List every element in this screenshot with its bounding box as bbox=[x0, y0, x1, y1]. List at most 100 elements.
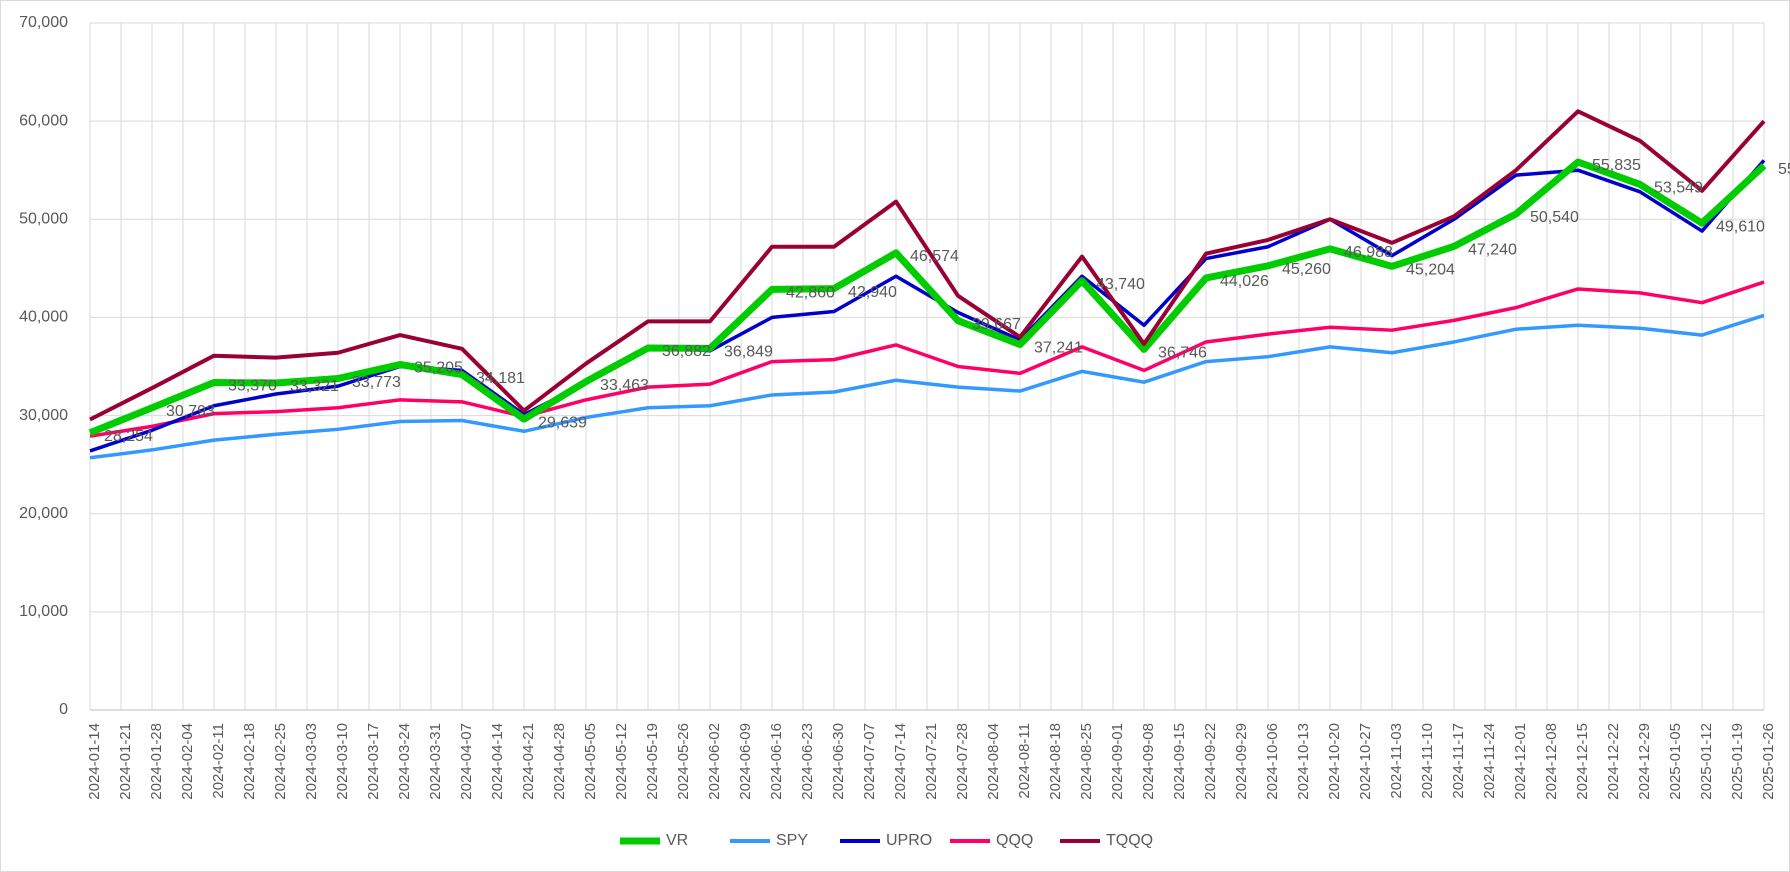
legend-label: SPY bbox=[776, 832, 808, 849]
data-label: 47,240 bbox=[1468, 242, 1517, 259]
x-tick-label: 2025-01-19 bbox=[1729, 723, 1746, 800]
data-label: 46,988 bbox=[1344, 244, 1393, 261]
x-tick-label: 2024-01-28 bbox=[148, 723, 165, 800]
x-tick-label: 2024-06-23 bbox=[799, 723, 816, 800]
x-tick-label: 2024-07-07 bbox=[861, 723, 878, 800]
x-tick-label: 2024-10-06 bbox=[1264, 723, 1281, 800]
x-tick-label: 2024-12-01 bbox=[1512, 723, 1529, 800]
line-series bbox=[89, 109, 1766, 422]
x-tick-label: 2024-03-10 bbox=[334, 723, 351, 800]
data-label: 33,370 bbox=[228, 378, 277, 395]
x-tick-label: 2025-01-05 bbox=[1667, 723, 1684, 800]
data-label: 39,667 bbox=[972, 316, 1021, 333]
x-tick-label: 2024-04-21 bbox=[520, 723, 537, 800]
x-tick-label: 2024-09-29 bbox=[1233, 723, 1250, 800]
x-tick-label: 2024-12-22 bbox=[1605, 723, 1622, 800]
x-tick-label: 2024-10-20 bbox=[1326, 723, 1343, 800]
x-tick-label: 2024-06-02 bbox=[706, 723, 723, 800]
x-tick-label: 2024-12-29 bbox=[1636, 723, 1653, 800]
data-label: 37,241 bbox=[1034, 340, 1083, 357]
legend-label: VR bbox=[666, 832, 688, 849]
x-tick-label: 2024-05-19 bbox=[644, 723, 661, 800]
legend-label: QQQ bbox=[996, 832, 1033, 849]
x-tick-label: 2024-08-04 bbox=[985, 723, 1002, 800]
x-tick-label: 2024-07-21 bbox=[923, 723, 940, 800]
x-tick-label: 2024-01-14 bbox=[86, 723, 103, 800]
x-tick-label: 2024-06-30 bbox=[830, 723, 847, 800]
data-label: 42,940 bbox=[848, 284, 897, 301]
x-tick-label: 2024-04-28 bbox=[551, 723, 568, 800]
line-series bbox=[88, 158, 1767, 436]
data-label: 45,260 bbox=[1282, 261, 1331, 278]
x-tick-label: 2024-05-26 bbox=[675, 723, 692, 800]
data-label: 45,204 bbox=[1406, 262, 1455, 279]
x-tick-label: 2024-02-11 bbox=[210, 723, 227, 799]
x-tick-label: 2025-01-12 bbox=[1698, 723, 1715, 800]
y-tick-label: 10,000 bbox=[19, 603, 68, 620]
y-tick-label: 20,000 bbox=[19, 505, 68, 522]
x-tick-label: 2024-11-24 bbox=[1481, 723, 1498, 799]
data-label: 55,835 bbox=[1592, 157, 1641, 174]
data-label: 33,773 bbox=[352, 374, 401, 391]
x-tick-label: 2024-02-25 bbox=[272, 723, 289, 800]
data-label: 33,321 bbox=[290, 378, 339, 395]
x-tick-label: 2024-03-24 bbox=[396, 723, 413, 800]
x-tick-label: 2024-10-13 bbox=[1295, 723, 1312, 800]
x-tick-label: 2024-02-04 bbox=[179, 723, 196, 800]
y-tick-label: 50,000 bbox=[19, 211, 68, 228]
x-tick-label: 2024-10-27 bbox=[1357, 723, 1374, 800]
y-tick-label: 70,000 bbox=[19, 14, 68, 31]
data-label: 33,463 bbox=[600, 377, 649, 394]
data-label: 53,549 bbox=[1654, 180, 1703, 197]
x-tick-label: 2024-09-08 bbox=[1140, 723, 1157, 800]
data-label: 46,574 bbox=[910, 248, 959, 265]
x-tick-label: 2024-12-08 bbox=[1543, 723, 1560, 800]
x-tick-label: 2025-01-26 bbox=[1760, 723, 1777, 800]
x-tick-label: 2024-06-16 bbox=[768, 723, 785, 800]
x-tick-label: 2024-03-31 bbox=[427, 723, 444, 800]
x-tick-label: 2024-08-11 bbox=[1016, 723, 1033, 799]
data-label: 43,740 bbox=[1096, 276, 1145, 293]
x-tick-label: 2024-11-03 bbox=[1388, 723, 1405, 799]
line-series bbox=[89, 280, 1765, 438]
x-tick-label: 2024-08-18 bbox=[1047, 723, 1064, 800]
data-label: 30,793 bbox=[166, 403, 215, 420]
x-tick-label: 2024-04-14 bbox=[489, 723, 506, 800]
x-tick-label: 2024-07-28 bbox=[954, 723, 971, 800]
x-tick-label: 2024-05-12 bbox=[613, 723, 630, 800]
data-label: 36,849 bbox=[724, 344, 773, 361]
data-label: 42,860 bbox=[786, 285, 835, 302]
x-tick-label: 2024-09-01 bbox=[1109, 723, 1126, 800]
data-label: 29,639 bbox=[538, 414, 587, 431]
x-tick-label: 2024-03-03 bbox=[303, 723, 320, 800]
data-label: 34,181 bbox=[476, 370, 525, 387]
data-label: 49,610 bbox=[1716, 218, 1765, 235]
x-tick-label: 2024-02-18 bbox=[241, 723, 258, 800]
x-tick-label: 2024-05-05 bbox=[582, 723, 599, 800]
x-tick-label: 2024-09-22 bbox=[1202, 723, 1219, 800]
x-tick-label: 2024-11-10 bbox=[1419, 723, 1436, 799]
data-label: 36,882 bbox=[662, 343, 711, 360]
line-series bbox=[89, 159, 1766, 453]
data-label: 50,540 bbox=[1530, 209, 1579, 226]
x-tick-label: 2024-04-07 bbox=[458, 723, 475, 800]
data-label: 36,746 bbox=[1158, 345, 1207, 362]
y-tick-label: 0 bbox=[59, 701, 68, 718]
data-label: 55,467 bbox=[1778, 161, 1790, 178]
x-tick-label: 2024-09-15 bbox=[1171, 723, 1188, 800]
x-tick-label: 2024-08-25 bbox=[1078, 723, 1095, 800]
legend-label: UPRO bbox=[886, 832, 932, 849]
data-label: 28,254 bbox=[104, 428, 153, 445]
x-tick-label: 2024-03-17 bbox=[365, 723, 382, 800]
data-label: 44,026 bbox=[1220, 273, 1269, 290]
line-series bbox=[89, 313, 1765, 460]
y-tick-label: 30,000 bbox=[19, 407, 68, 424]
legend-label: TQQQ bbox=[1106, 832, 1153, 849]
data-label: 35,205 bbox=[414, 360, 463, 377]
x-tick-label: 2024-01-21 bbox=[117, 723, 134, 800]
y-tick-label: 60,000 bbox=[19, 112, 68, 129]
x-tick-label: 2024-07-14 bbox=[892, 723, 909, 800]
x-tick-label: 2024-11-17 bbox=[1450, 723, 1467, 799]
